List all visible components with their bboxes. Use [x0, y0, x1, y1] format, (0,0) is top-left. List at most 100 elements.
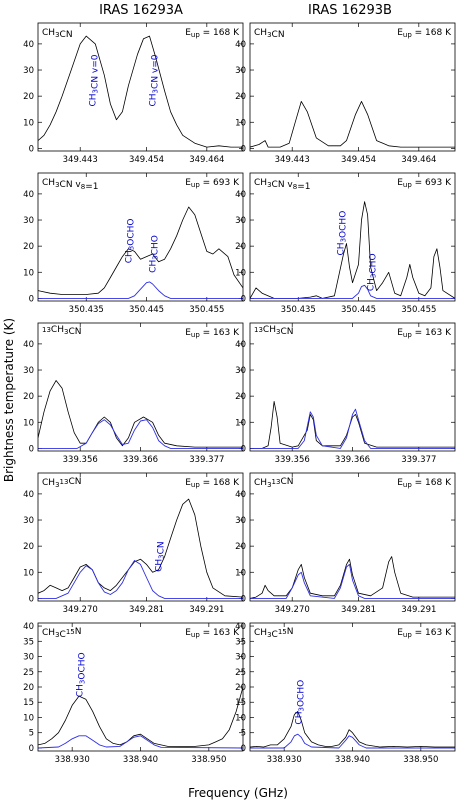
panel-frame	[249, 472, 456, 602]
line-annotation: CH3CN	[155, 541, 167, 572]
panel-0-1: 0 10 20 30 40 349.443 349.454 349.464 CH3CN Eup =…	[235, 22, 456, 165]
x-tick-label: 349.270	[275, 605, 310, 615]
y-tick-label: 35	[23, 637, 34, 647]
observed-spectrum-line	[38, 686, 243, 747]
column-title-a: IRAS 16293A	[99, 3, 183, 18]
x-tick-label: 339.356	[63, 455, 98, 465]
panel-3-1: 0 10 20 30 40 349.270 349.281 349.291 CH313CN Eup…	[235, 472, 456, 615]
species-label: CH3CN	[42, 28, 73, 40]
line-annotation: CH3OCHO	[75, 652, 87, 697]
panel-0-0: 0 10 20 30 40 349.443 349.454 349.464 CH3CN Eup =…	[23, 22, 244, 165]
eup-label: Eup = 168 K	[185, 478, 240, 489]
observed-spectrum-line	[38, 498, 243, 598]
y-tick-label: 0	[241, 144, 246, 154]
y-tick-label: 40	[235, 340, 246, 350]
y-tick-label: 30	[23, 216, 34, 226]
x-tick-label: 339.366	[335, 455, 370, 465]
species-label: CH313CN	[254, 477, 293, 489]
column-title-b: IRAS 16293B	[308, 3, 392, 18]
y-tick-label: 0	[29, 294, 34, 304]
x-tick-label: 339.366	[123, 455, 158, 465]
y-tick-label: 40	[235, 190, 246, 200]
x-tick-label: 338.950	[403, 755, 438, 765]
x-tick-label: 338.950	[191, 755, 226, 765]
y-tick-label: 40	[23, 190, 34, 200]
y-axis-title: Brightness temperature (K)	[2, 318, 16, 482]
species-label: CH3CN v8=1	[42, 178, 99, 192]
y-tick-label: 0	[241, 744, 246, 754]
panel-2-1: 0 10 20 30 40 339.356 339.366 339.377 13CH3CN Eup…	[235, 322, 456, 465]
eup-label: Eup = 693 K	[185, 178, 240, 189]
x-tick-label: 338.940	[123, 755, 158, 765]
line-annotation: CH3CHO	[367, 253, 379, 291]
model-spectrum-line	[38, 560, 243, 599]
y-tick-label: 0	[29, 444, 34, 454]
panel-frame	[249, 322, 456, 452]
y-tick-label: 5	[29, 729, 34, 739]
x-tick-label: 350.445	[341, 305, 376, 315]
y-tick-label: 30	[235, 216, 246, 226]
model-spectrum-line	[250, 284, 455, 299]
x-tick-label: 339.377	[189, 455, 224, 465]
panel-3-0: 0 10 20 30 40 349.270 349.281 349.291 CH313CN Eup…	[23, 472, 244, 615]
panel-frame	[249, 172, 456, 302]
eup-label: Eup = 168 K	[397, 478, 452, 489]
x-tick-label: 349.454	[341, 155, 376, 165]
y-tick-label: 10	[23, 568, 34, 578]
x-tick-label: 350.455	[189, 305, 224, 315]
panel-frame	[249, 622, 456, 752]
y-tick-label: 0	[241, 444, 246, 454]
eup-label: Eup = 163 K	[397, 328, 452, 339]
y-tick-label: 20	[23, 683, 34, 693]
species-label: 13CH3CN	[254, 325, 293, 337]
panel-frame	[37, 22, 244, 152]
panel-1-1: 0 10 20 30 40 350.435 350.445 350.455 CH3CN v8=1…	[235, 172, 456, 315]
y-tick-label: 10	[235, 418, 246, 428]
observed-spectrum-line	[250, 201, 455, 299]
panel-1-0: 0 10 20 30 40 350.435 350.445 350.455 CH3CN v8=1…	[23, 172, 244, 315]
observed-spectrum-line	[38, 35, 243, 148]
eup-label: Eup = 163 K	[397, 628, 452, 639]
y-tick-label: 20	[235, 683, 246, 693]
model-spectrum-line	[250, 733, 455, 749]
model-spectrum-line	[38, 735, 243, 749]
panel-4-0: 0 5 10 15 20 25 30 35 40 338.930 338.940 338.950 CH3…	[23, 622, 244, 765]
y-tick-label: 40	[23, 40, 34, 50]
x-tick-label: 338.930	[267, 755, 302, 765]
x-tick-label: 349.291	[401, 605, 436, 615]
x-tick-label: 349.291	[189, 605, 224, 615]
y-tick-label: 15	[235, 698, 246, 708]
panel-frame	[37, 322, 244, 452]
y-tick-label: 10	[235, 118, 246, 128]
x-tick-label: 349.281	[129, 605, 164, 615]
y-tick-label: 20	[235, 242, 246, 252]
x-tick-label: 350.445	[129, 305, 164, 315]
observed-spectrum-line	[250, 556, 455, 599]
y-tick-label: 0	[29, 594, 34, 604]
y-tick-label: 0	[241, 294, 246, 304]
y-tick-label: 30	[23, 66, 34, 76]
line-annotation: CH3OCHO	[337, 211, 349, 256]
model-spectrum-line	[38, 419, 243, 449]
y-tick-label: 0	[29, 744, 34, 754]
y-tick-label: 5	[241, 729, 246, 739]
y-tick-label: 30	[235, 366, 246, 376]
y-tick-label: 10	[235, 713, 246, 723]
x-tick-label: 350.455	[401, 305, 436, 315]
x-tick-label: 349.464	[401, 155, 436, 165]
y-tick-label: 35	[235, 637, 246, 647]
eup-label: Eup = 168 K	[397, 28, 452, 39]
y-tick-label: 20	[23, 392, 34, 402]
x-tick-label: 338.930	[55, 755, 90, 765]
species-label: CH3C15N	[42, 627, 81, 640]
x-tick-label: 349.454	[129, 155, 164, 165]
x-tick-label: 349.270	[63, 605, 98, 615]
observed-spectrum-line	[38, 380, 243, 448]
species-label: CH3CN	[254, 28, 285, 40]
y-tick-label: 30	[23, 366, 34, 376]
panels-group: 0 10 20 30 40 349.443 349.454 349.464 CH3CN Eup =…	[23, 22, 456, 765]
y-tick-label: 20	[23, 242, 34, 252]
y-tick-label: 40	[23, 340, 34, 350]
model-spectrum-line	[250, 563, 455, 599]
